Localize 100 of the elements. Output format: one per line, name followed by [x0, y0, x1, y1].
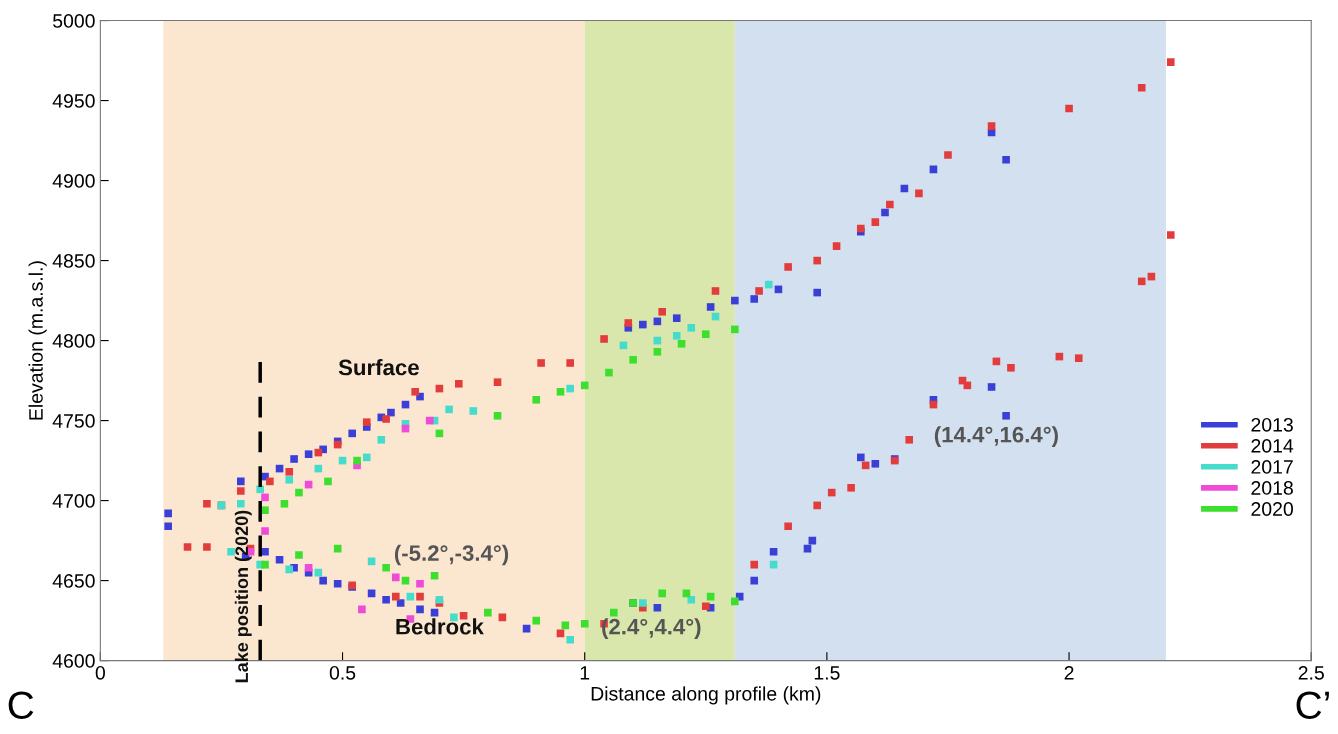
point: [256, 485, 264, 494]
point: [1002, 411, 1010, 420]
point: [382, 563, 390, 572]
legend-label: 2020: [1251, 502, 1293, 516]
point: [285, 475, 294, 484]
point: [987, 383, 996, 391]
point: [658, 589, 667, 598]
point: [333, 579, 342, 588]
y-tick-label: 4950: [52, 94, 95, 108]
point: [653, 347, 662, 356]
point: [672, 314, 681, 322]
x-tick-label: 0.5: [329, 665, 356, 680]
point: [881, 208, 889, 217]
point: [813, 288, 821, 297]
annotation: Bedrock: [396, 618, 484, 635]
y-tick-label: 5000: [53, 14, 95, 28]
point: [392, 573, 400, 582]
point: [382, 595, 390, 604]
point: [425, 416, 434, 425]
point: [566, 384, 574, 393]
y-axis-title: Elevation (m.a.s.l.): [28, 261, 47, 420]
x-tick-label: 0: [95, 665, 105, 680]
point: [358, 605, 366, 614]
x-tick-label: 1.5: [814, 666, 840, 680]
point: [304, 450, 313, 458]
point: [653, 603, 662, 612]
point: [769, 547, 778, 556]
point: [295, 488, 303, 497]
legend-label: 2014: [1251, 438, 1294, 453]
point: [275, 555, 284, 564]
x-tick-label: 1: [580, 666, 590, 680]
annotation: (14.4°,16.4°): [934, 426, 1058, 447]
point: [609, 608, 618, 617]
annotation: Lake position (2020): [234, 510, 252, 683]
point: [701, 330, 710, 338]
point: [731, 325, 739, 334]
point: [731, 597, 739, 606]
legend-label: 2017: [1251, 460, 1293, 474]
annotation: (-5.2°,-3.4°): [394, 544, 509, 566]
point: [348, 429, 357, 438]
point: [164, 522, 172, 530]
point: [687, 595, 696, 604]
point: [672, 331, 681, 340]
point: [164, 509, 172, 518]
point: [764, 280, 773, 289]
point: [295, 551, 303, 559]
point: [377, 435, 386, 444]
point: [362, 453, 371, 462]
point: [416, 605, 424, 614]
text: C: [8, 691, 34, 719]
point: [261, 560, 269, 569]
annotation: (2.4°,4.4°): [602, 618, 701, 639]
point: [605, 368, 613, 377]
point: [750, 576, 759, 585]
x-tick-label: 2: [1064, 665, 1074, 680]
point: [280, 499, 289, 508]
point: [261, 527, 269, 535]
point: [856, 453, 865, 462]
y-tick-label: 4650: [52, 574, 95, 588]
point: [469, 407, 478, 415]
y-tick-label: 4600: [52, 654, 95, 668]
point: [639, 599, 647, 607]
point: [484, 608, 492, 617]
point: [319, 576, 327, 585]
point: [629, 355, 637, 364]
point: [1002, 155, 1010, 164]
point: [532, 616, 541, 625]
point: [871, 459, 880, 468]
point: [532, 395, 541, 404]
point: [387, 408, 395, 417]
point: [396, 599, 405, 607]
point: [430, 571, 439, 580]
x-axis-title: Distance along profile (km): [591, 686, 821, 705]
y-tick-label: 4750: [52, 414, 95, 428]
point: [493, 411, 502, 420]
point: [285, 565, 294, 574]
x-tick-label: 2.5: [1298, 665, 1324, 680]
point: [580, 381, 589, 390]
point: [261, 493, 269, 502]
point: [290, 455, 298, 463]
point: [304, 563, 313, 572]
y-tick-label: 4900: [52, 174, 95, 188]
point: [706, 303, 715, 311]
legend-label: 2018: [1251, 481, 1293, 495]
annotation: Surface: [338, 359, 419, 376]
point: [639, 320, 647, 329]
point: [556, 387, 565, 396]
y-tick-label: 4800: [52, 334, 95, 348]
y-tick-label: 4850: [52, 254, 95, 268]
point: [237, 477, 245, 486]
y-tick-label: 4700: [52, 494, 95, 508]
point: [237, 499, 245, 508]
point: [353, 456, 361, 465]
text: C’: [1296, 691, 1329, 719]
point: [580, 619, 589, 628]
point: [445, 405, 453, 414]
point: [435, 595, 444, 604]
point: [731, 296, 739, 305]
point: [566, 635, 574, 644]
point: [677, 339, 686, 348]
